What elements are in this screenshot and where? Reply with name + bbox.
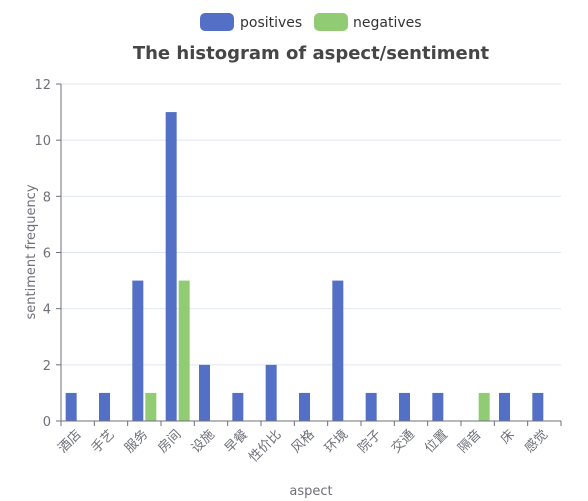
axes	[56, 83, 562, 426]
x-tick-label: 感觉	[521, 427, 551, 457]
bar-positives-2[interactable]	[132, 280, 144, 421]
x-tick-label: 性价比	[246, 427, 284, 465]
bar-positives-9[interactable]	[365, 392, 377, 421]
y-tick-label: 0	[43, 415, 51, 430]
chart-title: The histogram of aspect/sentiment	[133, 43, 490, 64]
bar-positives-10[interactable]	[399, 392, 410, 421]
x-tick-labels: 酒店 手艺 服务 房间 设施 早餐性价比 风格 环境 院子 交通 位置 隔音床感觉	[55, 427, 551, 466]
legend[interactable]: positives negatives	[200, 13, 422, 31]
legend-swatch-negatives	[314, 13, 348, 31]
x-tick-label: 手艺	[89, 427, 118, 456]
y-tick-label: 4	[43, 303, 51, 318]
x-tick-label: 位置	[422, 427, 451, 456]
bar-negatives-2[interactable]	[145, 392, 157, 421]
legend-swatch-positives	[200, 13, 234, 31]
x-tick-label: 服务	[121, 427, 151, 457]
bar-positives-11[interactable]	[432, 392, 444, 421]
y-axis-label: sentiment frequency	[24, 184, 39, 319]
x-tick-label: 设施	[189, 427, 218, 456]
x-tick-label: 房间	[155, 427, 185, 457]
x-tick-label: 环境	[322, 427, 351, 456]
x-tick-label: 院子	[355, 427, 384, 456]
y-tick-label: 6	[43, 247, 51, 262]
y-tick-label: 10	[34, 134, 51, 149]
bar-positives-4[interactable]	[199, 364, 210, 421]
bar-positives-8[interactable]	[332, 280, 344, 421]
bar-positives-14[interactable]	[532, 392, 544, 421]
bar-positives-5[interactable]	[232, 392, 244, 421]
bar-negatives-12[interactable]	[478, 392, 490, 421]
legend-item-negatives[interactable]: negatives	[314, 13, 422, 31]
x-tick-label: 交通	[388, 427, 418, 457]
bar-positives-7[interactable]	[299, 392, 310, 421]
x-tick-label: 早餐	[221, 427, 251, 457]
bar-positives-1[interactable]	[99, 392, 110, 421]
bar-positives-3[interactable]	[165, 112, 177, 421]
y-tick-label: 8	[43, 190, 51, 205]
bar-positives-6[interactable]	[265, 364, 277, 421]
bar-positives-0[interactable]	[65, 392, 77, 421]
x-tick-label: 风格	[288, 427, 318, 457]
y-tick-label: 12	[34, 78, 51, 93]
x-tick-label: 酒店	[55, 427, 84, 456]
x-tick-label: 床	[498, 427, 518, 447]
bar-positives-13[interactable]	[499, 392, 510, 421]
gridlines	[61, 83, 561, 366]
bars	[65, 112, 544, 421]
y-tick-labels: 0 2 4 6 8 10 12	[34, 78, 51, 430]
legend-label-negatives: negatives	[353, 15, 422, 31]
y-tick-label: 2	[43, 359, 51, 374]
x-axis-label: aspect	[289, 484, 332, 499]
legend-label-positives: positives	[240, 15, 302, 31]
bar-negatives-3[interactable]	[178, 280, 190, 421]
x-tick-label: 隔音	[455, 427, 485, 457]
legend-item-positives[interactable]: positives	[200, 13, 302, 31]
